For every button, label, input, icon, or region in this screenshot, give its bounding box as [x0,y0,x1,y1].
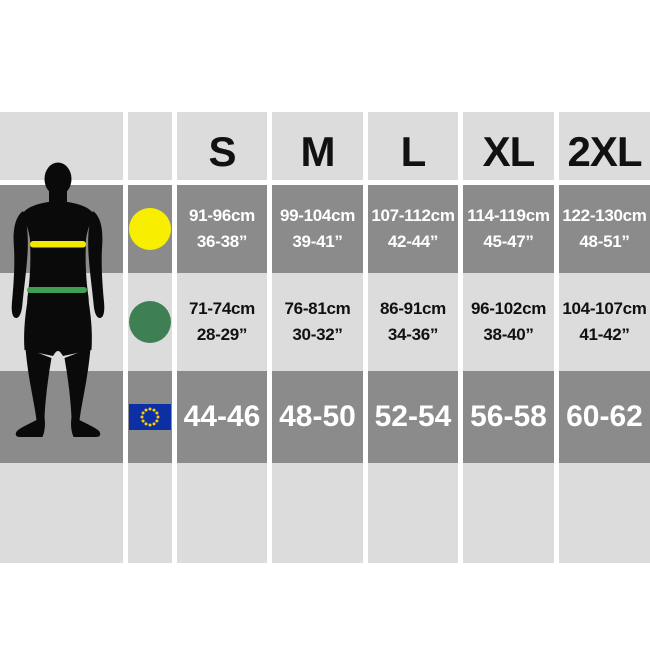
empty-band-xl [463,463,554,563]
chest-inch: 39-41” [292,232,343,251]
chest-inch: 45-47” [483,232,534,251]
eu-size-value-xl: 56-58 [463,371,554,463]
chest-cm: 122-130cm [562,206,647,225]
empty-band-l [368,463,458,563]
waist-measure-line [27,287,87,293]
size-header-l: L [368,112,458,180]
empty-band-marker [128,463,172,563]
size-header-row: S M L XL 2XL [0,112,650,180]
chest-value-2xl: 122-130cm 48-51” [559,185,650,273]
eu-size-value-m: 48-50 [272,371,363,463]
waist-value-l: 86-91cm 34-36” [368,273,458,371]
silhouette-body [11,162,105,437]
eu-flag-cell [128,371,172,463]
waist-inch: 28-29” [196,325,248,344]
waist-cm: 104-107cm [562,299,647,318]
size-header-m: M [272,112,363,180]
chest-inch: 48-51” [579,232,630,251]
waist-inch: 41-42” [579,325,630,344]
chest-marker-cell [128,185,172,273]
chest-value-l: 107-112cm 42-44” [368,185,458,273]
header-marker-spacer [128,112,172,180]
chest-value-s: 91-96cm 36-38” [177,185,267,273]
empty-band-m [272,463,363,563]
waist-value-2xl: 104-107cm 41-42” [559,273,650,371]
waist-cm: 86-91cm [380,299,446,318]
empty-band-2xl [559,463,650,563]
chest-cm: 99-104cm [279,206,356,225]
waist-value-xl: 96-102cm 38-40” [463,273,554,371]
size-header-2xl: 2XL [559,112,650,180]
size-header-xl: XL [463,112,554,180]
waist-inch: 38-40” [483,325,534,344]
waist-cm: 76-81cm [284,299,351,318]
eu-size-value-s: 44-46 [177,371,267,463]
chest-inch: 36-38” [196,232,248,251]
size-header-s: S [177,112,267,180]
chest-value-m: 99-104cm 39-41” [272,185,363,273]
waist-inch: 34-36” [387,325,439,344]
waist-marker-circle-icon [129,301,171,343]
chest-value-xl: 114-119cm 45-47” [463,185,554,273]
eu-flag-icon [129,404,171,430]
chest-measure-line [30,241,86,248]
chest-inch: 42-44” [387,232,439,251]
chest-cm: 107-112cm [371,206,455,225]
waist-marker-cell [128,273,172,371]
male-silhouette [0,160,123,440]
waist-value-m: 76-81cm 30-32” [272,273,363,371]
waist-value-s: 71-74cm 28-29” [177,273,267,371]
waist-cm: 96-102cm [470,299,547,318]
empty-band-silhouette [0,463,123,563]
chest-cm: 91-96cm [189,206,255,225]
eu-size-value-l: 52-54 [368,371,458,463]
eu-size-value-2xl: 60-62 [559,371,650,463]
waist-inch: 30-32” [292,325,343,344]
male-silhouette-figure [11,162,105,437]
waist-cm: 71-74cm [189,299,255,318]
empty-band-s [177,463,267,563]
chest-cm: 114-119cm [467,206,550,225]
chest-marker-circle-icon [129,208,171,250]
silhouette-band-eu [0,371,123,463]
